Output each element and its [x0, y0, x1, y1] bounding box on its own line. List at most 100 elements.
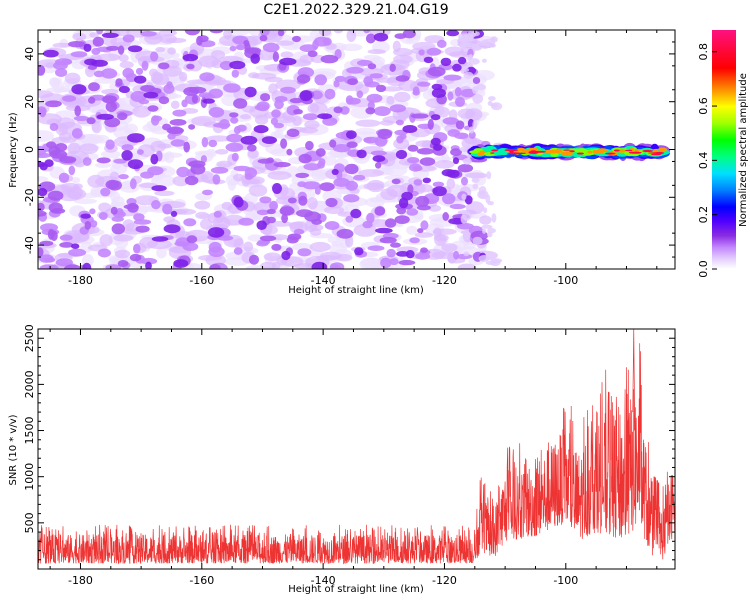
noise-blob — [201, 137, 209, 148]
noise-blob — [186, 235, 198, 244]
noise-blob — [410, 113, 429, 119]
noise-blob — [396, 207, 407, 215]
noise-blob — [461, 193, 467, 201]
noise-blob — [314, 186, 321, 195]
noise-blob — [472, 77, 481, 84]
noise-blob — [45, 62, 55, 69]
noise-blob — [390, 242, 401, 248]
signal-blob — [491, 149, 498, 152]
noise-blob — [248, 254, 260, 265]
noise-blob — [271, 109, 281, 118]
signal-blob — [596, 149, 609, 153]
noise-blob — [82, 157, 92, 166]
noise-blob — [92, 36, 104, 47]
noise-blob — [146, 239, 173, 250]
noise-blob — [293, 228, 305, 235]
noise-blob — [267, 171, 292, 180]
noise-blob — [158, 30, 177, 37]
y-tick-label: 1500 — [23, 417, 36, 445]
noise-blob — [200, 171, 214, 183]
noise-blob — [394, 215, 410, 225]
spectrogram-x-ticks: -180 -160 -140 -120 -100 — [49, 30, 658, 287]
noise-blob — [59, 85, 72, 93]
noise-blob — [231, 152, 239, 162]
noise-blob — [129, 178, 137, 190]
noise-blob — [299, 90, 313, 102]
noise-blob — [319, 182, 335, 192]
noise-blob — [38, 130, 54, 142]
signal-blob — [490, 152, 495, 154]
noise-blob — [358, 169, 385, 177]
noise-blob — [117, 260, 129, 267]
noise-blob — [315, 148, 326, 157]
noise-blob — [162, 65, 182, 77]
noise-blob — [365, 33, 376, 44]
noise-blob — [150, 153, 159, 165]
noise-blob — [58, 132, 72, 142]
noise-blob — [333, 106, 343, 114]
colorbar-gradient — [712, 30, 736, 269]
colorbar-tick-label: 0.8 — [697, 43, 710, 61]
noise-blob — [367, 245, 385, 251]
noise-blob — [104, 117, 121, 128]
noise-blob — [481, 224, 493, 229]
noise-blob — [266, 208, 276, 215]
noise-blob — [293, 109, 303, 115]
noise-blob — [155, 46, 166, 53]
noise-blob — [370, 150, 387, 156]
noise-blob — [487, 201, 494, 206]
noise-blob — [209, 30, 224, 34]
noise-blob — [332, 144, 351, 153]
noise-blob — [355, 119, 381, 127]
noise-blob — [119, 61, 134, 69]
noise-blob — [340, 106, 350, 115]
noise-blob — [447, 91, 454, 101]
noise-blob — [476, 83, 486, 91]
noise-blob — [307, 50, 318, 57]
noise-blob — [271, 243, 282, 251]
noise-blob — [190, 163, 206, 175]
colorbar-tick-label: 0.0 — [697, 260, 710, 278]
noise-blob — [117, 45, 125, 55]
noise-blob — [478, 190, 489, 200]
noise-blob — [89, 32, 99, 38]
noise-blob — [432, 186, 447, 197]
noise-blob — [209, 264, 221, 269]
snr-panel: -180 -160 -140 -120 -100 500 1000 1500 2000 2500… — [8, 324, 676, 595]
noise-blob — [240, 135, 258, 145]
noise-blob — [402, 125, 418, 133]
noise-blob — [138, 99, 150, 105]
noise-blob — [229, 60, 246, 70]
x-tick-label: -160 — [189, 274, 214, 287]
noise-blob — [345, 180, 359, 191]
noise-blob — [105, 101, 118, 113]
noise-blob — [286, 148, 293, 156]
noise-blob — [372, 155, 386, 163]
noise-blob — [100, 187, 111, 197]
noise-blob — [188, 124, 196, 130]
noise-blob — [472, 236, 483, 245]
noise-blob — [50, 208, 66, 214]
noise-blob — [292, 35, 301, 43]
snr-y-ticks: 500 1000 1500 2000 2500 — [23, 324, 675, 561]
noise-blob — [322, 156, 337, 166]
noise-blob — [242, 105, 256, 113]
noise-blob — [163, 224, 181, 234]
noise-blob — [272, 51, 279, 62]
noise-blob — [419, 157, 436, 166]
noise-blob — [333, 80, 340, 88]
noise-blob — [373, 32, 389, 42]
noise-blob — [363, 30, 371, 34]
noise-blob — [375, 162, 382, 169]
noise-blob — [347, 78, 358, 86]
noise-blob — [305, 140, 314, 151]
noise-blob — [230, 117, 239, 124]
noise-blob — [259, 35, 268, 42]
noise-blob — [263, 252, 282, 262]
signal-blob — [658, 147, 668, 152]
noise-blob — [88, 82, 100, 92]
noise-blob — [75, 232, 90, 242]
noise-blob — [172, 109, 187, 117]
noise-blob — [310, 103, 320, 113]
noise-blob — [93, 77, 117, 84]
